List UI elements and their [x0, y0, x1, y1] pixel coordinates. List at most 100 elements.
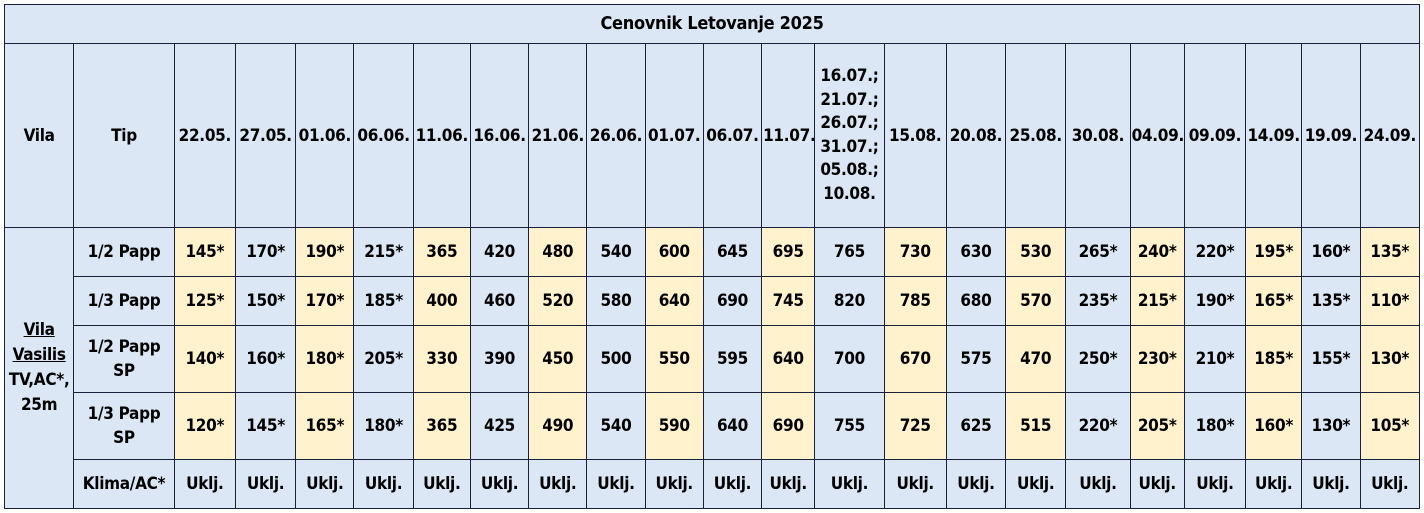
klima-cell: Uklj. — [173, 459, 236, 509]
klima-cell: Uklj. — [1245, 459, 1303, 509]
price-cell: 540 — [586, 392, 646, 460]
row-tip: 1/3 Papp SP — [73, 392, 175, 460]
price-cell: 630 — [945, 227, 1007, 277]
row-tip: Klima/AC* — [73, 459, 175, 509]
table-row: 1/2 Papp SP 140* 160* 180* 205* 330 390 450 500… — [5, 325, 1421, 393]
price-cell: 250* — [1065, 325, 1131, 393]
price-cell: 745 — [761, 276, 816, 326]
price-cell: 160* — [1245, 392, 1303, 460]
header-date: 01.07. — [644, 43, 704, 228]
klima-cell: Uklj. — [412, 459, 471, 509]
price-cell: 540 — [586, 227, 646, 277]
price-cell: 480 — [528, 227, 588, 277]
price-cell: 695 — [761, 227, 816, 277]
price-cell: 205* — [1129, 392, 1185, 460]
price-cell: 700 — [814, 325, 885, 393]
header-date: 04.09. — [1129, 43, 1185, 228]
header-vila: Vila — [3, 43, 75, 228]
price-cell: 600 — [644, 227, 704, 277]
header-date: 22.05. — [173, 43, 236, 228]
price-cell: 165* — [295, 392, 355, 460]
row-tip: 1/2 Papp — [73, 227, 175, 277]
price-cell: 155* — [1301, 325, 1361, 393]
header-date: 15.08. — [883, 43, 947, 228]
row-tip: 1/2 Papp SP — [73, 325, 175, 393]
header-tip: Tip — [73, 43, 175, 228]
klima-cell: Uklj. — [1065, 459, 1131, 509]
header-date: 14.09. — [1245, 43, 1303, 228]
price-cell: 640 — [761, 325, 816, 393]
klima-cell: Uklj. — [814, 459, 885, 509]
price-cell: 210* — [1183, 325, 1247, 393]
klima-cell: Uklj. — [702, 459, 763, 509]
price-cell: 170* — [234, 227, 297, 277]
klima-cell: Uklj. — [353, 459, 414, 509]
price-cell: 265* — [1065, 227, 1131, 277]
price-cell: 425 — [469, 392, 530, 460]
table-row: Vila Vasilis TV,AC*, 25m 1/2 Papp 145* 17… — [3, 227, 1421, 509]
price-cell: 765 — [814, 227, 885, 277]
price-cell: 400 — [412, 276, 471, 326]
price-cell: 580 — [586, 276, 646, 326]
price-table: Cenovnik Letovanje 2025 Vila Tip 22.05. … — [3, 4, 1421, 509]
header-date: 11.06. — [412, 43, 471, 228]
klima-cell: Uklj. — [528, 459, 588, 509]
price-cell: 460 — [469, 276, 530, 326]
price-cell: 105* — [1359, 392, 1421, 460]
klima-cell: Uklj. — [761, 459, 816, 509]
header-date: 27.05. — [234, 43, 297, 228]
header-date: 01.06. — [295, 43, 355, 228]
price-cell: 135* — [1301, 276, 1361, 326]
klima-cell: Uklj. — [1005, 459, 1067, 509]
price-cell: 180* — [1183, 392, 1247, 460]
price-cell: 590 — [644, 392, 704, 460]
table-row: Klima/AC* Uklj. Uklj. Uklj. Uklj. Uklj. Uklj.… — [5, 459, 1421, 509]
price-cell: 690 — [702, 276, 763, 326]
price-cell: 160* — [1301, 227, 1361, 277]
price-cell: 365 — [412, 227, 471, 277]
price-cell: 575 — [945, 325, 1007, 393]
klima-cell: Uklj. — [295, 459, 355, 509]
table-row: 1/3 Papp 125* 150* 170* 185* 400 460 520 580 640… — [5, 276, 1421, 326]
price-cell: 330 — [412, 325, 471, 393]
price-cell: 450 — [528, 325, 588, 393]
price-cell: 645 — [702, 227, 763, 277]
price-cell: 755 — [814, 392, 885, 460]
header-date: 20.08. — [945, 43, 1007, 228]
vila-name-line2: Vasilis — [12, 345, 66, 365]
price-cell: 500 — [586, 325, 646, 393]
table-row: 1/3 Papp SP 120* 145* 165* 180* 365 425 490 540… — [5, 392, 1421, 460]
klima-cell: Uklj. — [644, 459, 704, 509]
price-cell: 595 — [702, 325, 763, 393]
price-cell: 130* — [1301, 392, 1361, 460]
price-cell: 190* — [1183, 276, 1247, 326]
price-cell: 110* — [1359, 276, 1421, 326]
table-title: Cenovnik Letovanje 2025 — [4, 4, 1420, 44]
price-cell: 220* — [1183, 227, 1247, 277]
price-cell: 205* — [353, 325, 414, 393]
price-cell: 185* — [1245, 325, 1303, 393]
klima-cell: Uklj. — [1301, 459, 1361, 509]
price-cell: 670 — [883, 325, 947, 393]
klima-cell: Uklj. — [883, 459, 947, 509]
price-cell: 625 — [945, 392, 1007, 460]
header-date: 19.09. — [1301, 43, 1361, 228]
price-cell: 235* — [1065, 276, 1131, 326]
price-cell: 680 — [945, 276, 1007, 326]
price-cell: 240* — [1129, 227, 1185, 277]
price-cell: 640 — [702, 392, 763, 460]
price-cell: 470 — [1005, 325, 1067, 393]
header-date: 16.06. — [469, 43, 530, 228]
vila-cell: Vila Vasilis TV,AC*, 25m — [3, 227, 75, 509]
row-tip: 1/3 Papp — [73, 276, 175, 326]
header-date: 21.06. — [528, 43, 588, 228]
price-cell: 785 — [883, 276, 947, 326]
price-cell: 640 — [644, 276, 704, 326]
price-cell: 140* — [173, 325, 236, 393]
header-date: 06.06. — [353, 43, 414, 228]
price-cell: 180* — [295, 325, 355, 393]
price-cell: 730 — [883, 227, 947, 277]
header-date: 11.07. — [761, 43, 816, 228]
klima-cell: Uklj. — [945, 459, 1007, 509]
klima-cell: Uklj. — [234, 459, 297, 509]
